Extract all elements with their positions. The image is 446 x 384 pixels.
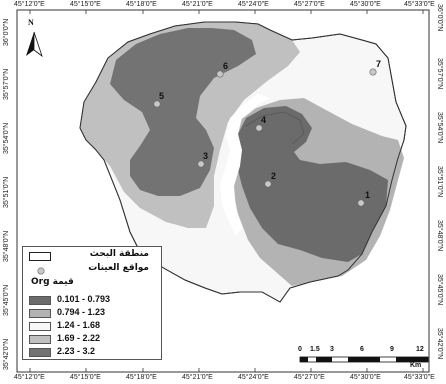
right-tick-label: 35°48'0"N [436,220,443,252]
legend-value-title-label: Org قيمة [31,277,74,287]
scale-label: 1.5 [310,346,320,353]
legend-study-area-label: منطقة البحث [89,249,149,259]
legend-class-label: 0.794 - 1.23 [57,307,106,317]
legend-class-label: 1.69 - 2.22 [57,333,101,343]
left-tick-label: 35°51'0"N [3,176,10,208]
scale-label: 0 [298,346,302,353]
north-label: N [28,18,34,27]
left-tick-label: 35°54'0"N [3,122,10,154]
scale-label: 12 [416,346,424,353]
scale-bar: 0 1.5 3 6 9 12 Km [298,346,430,370]
right-tick-label: 35°51'0"N [436,166,443,198]
top-tick-marks [29,10,424,14]
left-tick-label: 35°57'0"N [3,68,10,100]
legend-class-label: 0.101 - 0.793 [57,294,111,304]
legend-sample-sites-label: مواقع العينات [88,263,149,273]
legend-class: 0.794 - 1.23 [27,307,159,319]
top-tick-label: 45°18'0"E [126,1,157,8]
left-tick-label: 35°42'0"N [3,338,10,370]
top-tick-label: 45°33'0"E [404,1,435,8]
scale-label: 6 [360,346,364,353]
sample-label-3: 3 [203,151,208,161]
top-tick-label: 45°27'0"E [294,1,325,8]
legend-study-area: منطقة البحث [27,249,159,262]
map-frame [16,9,430,373]
map-legend: منطقة البحث مواقع العينات Org قيمة 0.101… [22,246,162,360]
scale-unit: Km [410,362,422,369]
bottom-tick-label: 45°21'0"E [182,374,213,381]
sample-points [153,68,377,207]
legend-class: 1.69 - 2.22 [27,333,159,345]
study-area-outline [79,21,407,303]
sample-point-6[interactable] [216,70,224,78]
sample-label-7: 7 [376,59,381,69]
zone-class1-east [236,106,388,262]
legend-value-title: Org قيمة [27,277,159,290]
sample-label-1: 1 [365,190,370,200]
sample-point-7[interactable] [369,68,377,76]
scale-bar-graphic [299,356,429,363]
sample-label-4: 4 [261,115,266,125]
top-tick-label: 45°12'0"E [14,1,45,8]
legend-class-label: 1.24 - 1.68 [57,320,101,330]
bottom-tick-label: 45°15'0"E [70,374,101,381]
left-tick-label: 35°48'0"N [3,230,10,262]
bottom-tick-label: 45°12'0"E [14,374,45,381]
study-area-swatch [29,252,51,261]
bottom-tick-label: 45°30'0"E [350,374,381,381]
north-arrow-icon [26,31,43,58]
top-tick-label: 45°30'0"E [350,1,381,8]
inner-contour [245,111,305,145]
sample-point-2[interactable] [264,180,272,188]
legend-class: 1.24 - 1.68 [27,320,159,332]
sample-point-3[interactable] [197,160,205,168]
scale-label: 9 [390,346,394,353]
sample-point-1[interactable] [357,199,365,207]
bottom-tick-label: 45°33'0"E [404,374,435,381]
legend-class-swatch [29,296,51,305]
left-tick-label: 36°0'0"N [3,18,10,46]
sample-point-4[interactable] [255,124,263,132]
legend-class: 0.101 - 0.793 [27,294,159,306]
sample-label-2: 2 [271,171,276,181]
sample-site-marker-icon [37,267,45,275]
bottom-tick-label: 45°24'0"E [238,374,269,381]
river-channel [220,94,270,236]
sample-label-6: 6 [223,61,228,71]
top-tick-label: 45°21'0"E [182,1,213,8]
sample-label-5: 5 [159,91,164,101]
scale-label: 3 [330,346,334,353]
legend-class-swatch [29,348,51,357]
legend-class-swatch [29,335,51,344]
top-tick-label: 45°24'0"E [238,1,269,8]
legend-sample-sites: مواقع العينات [27,263,159,276]
right-tick-label: 35°42'0"N [436,328,443,360]
right-tick-label: 35°45'0"N [436,274,443,306]
top-tick-label: 45°15'0"E [70,1,101,8]
right-tick-label: 35°54'0"N [436,112,443,144]
legend-class-label: 2.23 - 3.2 [57,346,96,356]
right-tick-label: 36°0'0"N [436,4,443,32]
bottom-tick-marks [29,368,424,372]
sample-point-5[interactable] [153,100,161,108]
zone-class5-northwest [110,28,256,196]
legend-class-swatch [29,322,51,331]
legend-class-swatch [29,309,51,318]
right-tick-label: 35°57'0"N [436,58,443,90]
legend-class: 2.23 - 3.2 [27,346,159,358]
left-tick-label: 35°45'0"N [3,284,10,316]
bottom-tick-label: 45°27'0"E [294,374,325,381]
bottom-tick-label: 45°18'0"E [126,374,157,381]
